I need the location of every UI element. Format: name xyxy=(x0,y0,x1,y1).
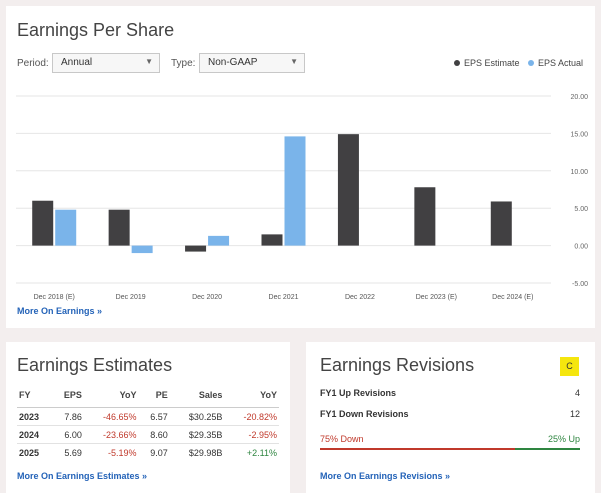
bar-eps-estimate[interactable] xyxy=(337,134,359,246)
header-sales-yoy: YoY xyxy=(224,390,279,408)
bar-eps-estimate[interactable] xyxy=(108,209,130,246)
bar-eps-actual[interactable] xyxy=(131,245,153,254)
bar-eps-actual[interactable] xyxy=(284,136,306,246)
cell-yoy: -23.66% xyxy=(83,425,139,444)
type-value: Non-GAAP xyxy=(208,57,258,68)
revisions-title: Earnings Revisions xyxy=(320,355,475,375)
cell-yoy: -5.19% xyxy=(107,448,137,458)
down-revisions-row: FY1 Down Revisions 12 xyxy=(320,409,580,419)
type-label: Type: xyxy=(171,58,196,69)
cell-fy: 2024 xyxy=(17,425,52,444)
more-estimates-link[interactable]: More On Earnings Estimates » xyxy=(17,471,148,481)
x-tick-label: Dec 2024 (E) xyxy=(492,294,533,301)
bar-eps-estimate[interactable] xyxy=(32,200,54,246)
more-revisions-link[interactable]: More On Earnings Revisions » xyxy=(320,471,451,481)
more-earnings-link[interactable]: More On Earnings » xyxy=(17,306,103,316)
up-pct-label: 25% Up xyxy=(547,434,580,444)
type-select[interactable]: Non-GAAP ▼ xyxy=(199,53,305,73)
down-pct-label: 75% Down xyxy=(320,434,364,444)
header-pe: PE xyxy=(138,390,170,408)
cell-eps: 5.69 xyxy=(64,448,82,458)
y-tick-label: 0.00 xyxy=(574,244,588,251)
revisions-down-fill xyxy=(320,448,515,450)
legend-actual-dot xyxy=(528,60,534,66)
legend-actual[interactable]: EPS Actual xyxy=(528,58,583,68)
chevron-down-icon: ▼ xyxy=(145,57,153,66)
estimates-card: Earnings Estimates FY EPS YoY PE Sales Y… xyxy=(6,342,290,493)
x-tick-label: Dec 2019 xyxy=(116,294,146,301)
legend-estimate-label: EPS Estimate xyxy=(464,58,520,68)
x-tick-label: Dec 2018 (E) xyxy=(34,294,75,301)
x-tick-label: Dec 2021 xyxy=(269,294,299,301)
cell-pe: 6.57 xyxy=(138,407,170,426)
cell-fy: 2023 xyxy=(17,407,52,426)
table-row: 2024 6.00 -23.66% 8.60 $29.35B -2.95% xyxy=(17,425,279,444)
up-revisions-label: FY1 Up Revisions xyxy=(320,388,397,398)
eps-card: Earnings Per Share Period: Annual ▼ Type… xyxy=(6,6,595,328)
cell-sales-yoy: -2.95% xyxy=(224,425,279,444)
eps-chart: 20.00 15.00 10.00 5.00 0.00 -5.00 Dec 2018 (E)… xyxy=(16,94,588,301)
chevron-down-icon: ▼ xyxy=(290,57,298,66)
cell-pe: 8.60 xyxy=(138,425,170,444)
cell-sales-yoy: -20.82% xyxy=(224,407,279,426)
estimates-title: Earnings Estimates xyxy=(17,355,173,375)
y-tick-label: 5.00 xyxy=(574,206,588,213)
cell-pe: 9.07 xyxy=(150,448,168,458)
estimates-table: FY EPS YoY PE Sales YoY 2023 7.86 -46.65… xyxy=(17,390,279,461)
bar-eps-estimate[interactable] xyxy=(261,234,283,246)
y-tick-label: 10.00 xyxy=(570,169,588,176)
header-sales: Sales xyxy=(169,390,225,408)
period-select[interactable]: Annual ▼ xyxy=(52,53,160,73)
estimates-header-row: FY EPS YoY PE Sales YoY xyxy=(17,390,279,408)
cell-sales: $30.25B xyxy=(169,407,225,426)
y-tick-label: 15.00 xyxy=(570,131,588,138)
table-row: 2023 7.86 -46.65% 6.57 $30.25B -20.82% xyxy=(17,407,279,426)
up-revisions-row: FY1 Up Revisions 4 xyxy=(320,388,580,398)
cell-sales: $29.35B xyxy=(169,425,225,444)
revisions-grade-badge[interactable]: C xyxy=(560,357,579,376)
header-yoy: YoY xyxy=(83,390,139,408)
cell-yoy: -46.65% xyxy=(83,407,139,426)
y-tick-label: 20.00 xyxy=(570,94,588,101)
x-tick-label: Dec 2020 xyxy=(192,294,222,301)
header-fy: FY xyxy=(17,390,52,408)
period-label: Period: xyxy=(17,58,49,69)
period-value: Annual xyxy=(61,57,93,68)
legend-estimate[interactable]: EPS Estimate xyxy=(454,58,520,68)
cell-eps: 6.00 xyxy=(51,425,84,444)
up-revisions-value: 4 xyxy=(574,388,580,398)
legend-actual-label: EPS Actual xyxy=(538,58,584,68)
cell-eps: 7.86 xyxy=(51,407,84,426)
revisions-ratio-bar xyxy=(320,448,580,450)
bar-eps-actual[interactable] xyxy=(55,209,77,246)
revisions-card: Earnings Revisions C FY1 Up Revisions 4 … xyxy=(306,342,595,493)
header-eps: EPS xyxy=(51,390,84,408)
bar-eps-estimate[interactable] xyxy=(490,201,512,246)
y-tick-label: -5.00 xyxy=(572,281,588,288)
down-revisions-label: FY1 Down Revisions xyxy=(320,409,409,419)
eps-title: Earnings Per Share xyxy=(17,20,175,40)
cell-sales: $29.98B xyxy=(188,448,223,458)
bar-eps-estimate[interactable] xyxy=(185,245,207,252)
cell-fy: 2025 xyxy=(19,448,40,458)
x-tick-label: Dec 2022 xyxy=(345,294,375,301)
down-revisions-value: 12 xyxy=(569,409,580,419)
bar-eps-actual[interactable] xyxy=(208,235,230,246)
cell-sales-yoy: +2.11% xyxy=(246,448,277,458)
table-row: 2025 5.69 -5.19% 9.07 $29.98B +2.11% xyxy=(17,444,279,462)
legend-estimate-dot xyxy=(454,60,460,66)
x-tick-label: Dec 2023 (E) xyxy=(416,294,457,301)
bar-eps-estimate[interactable] xyxy=(414,187,436,246)
